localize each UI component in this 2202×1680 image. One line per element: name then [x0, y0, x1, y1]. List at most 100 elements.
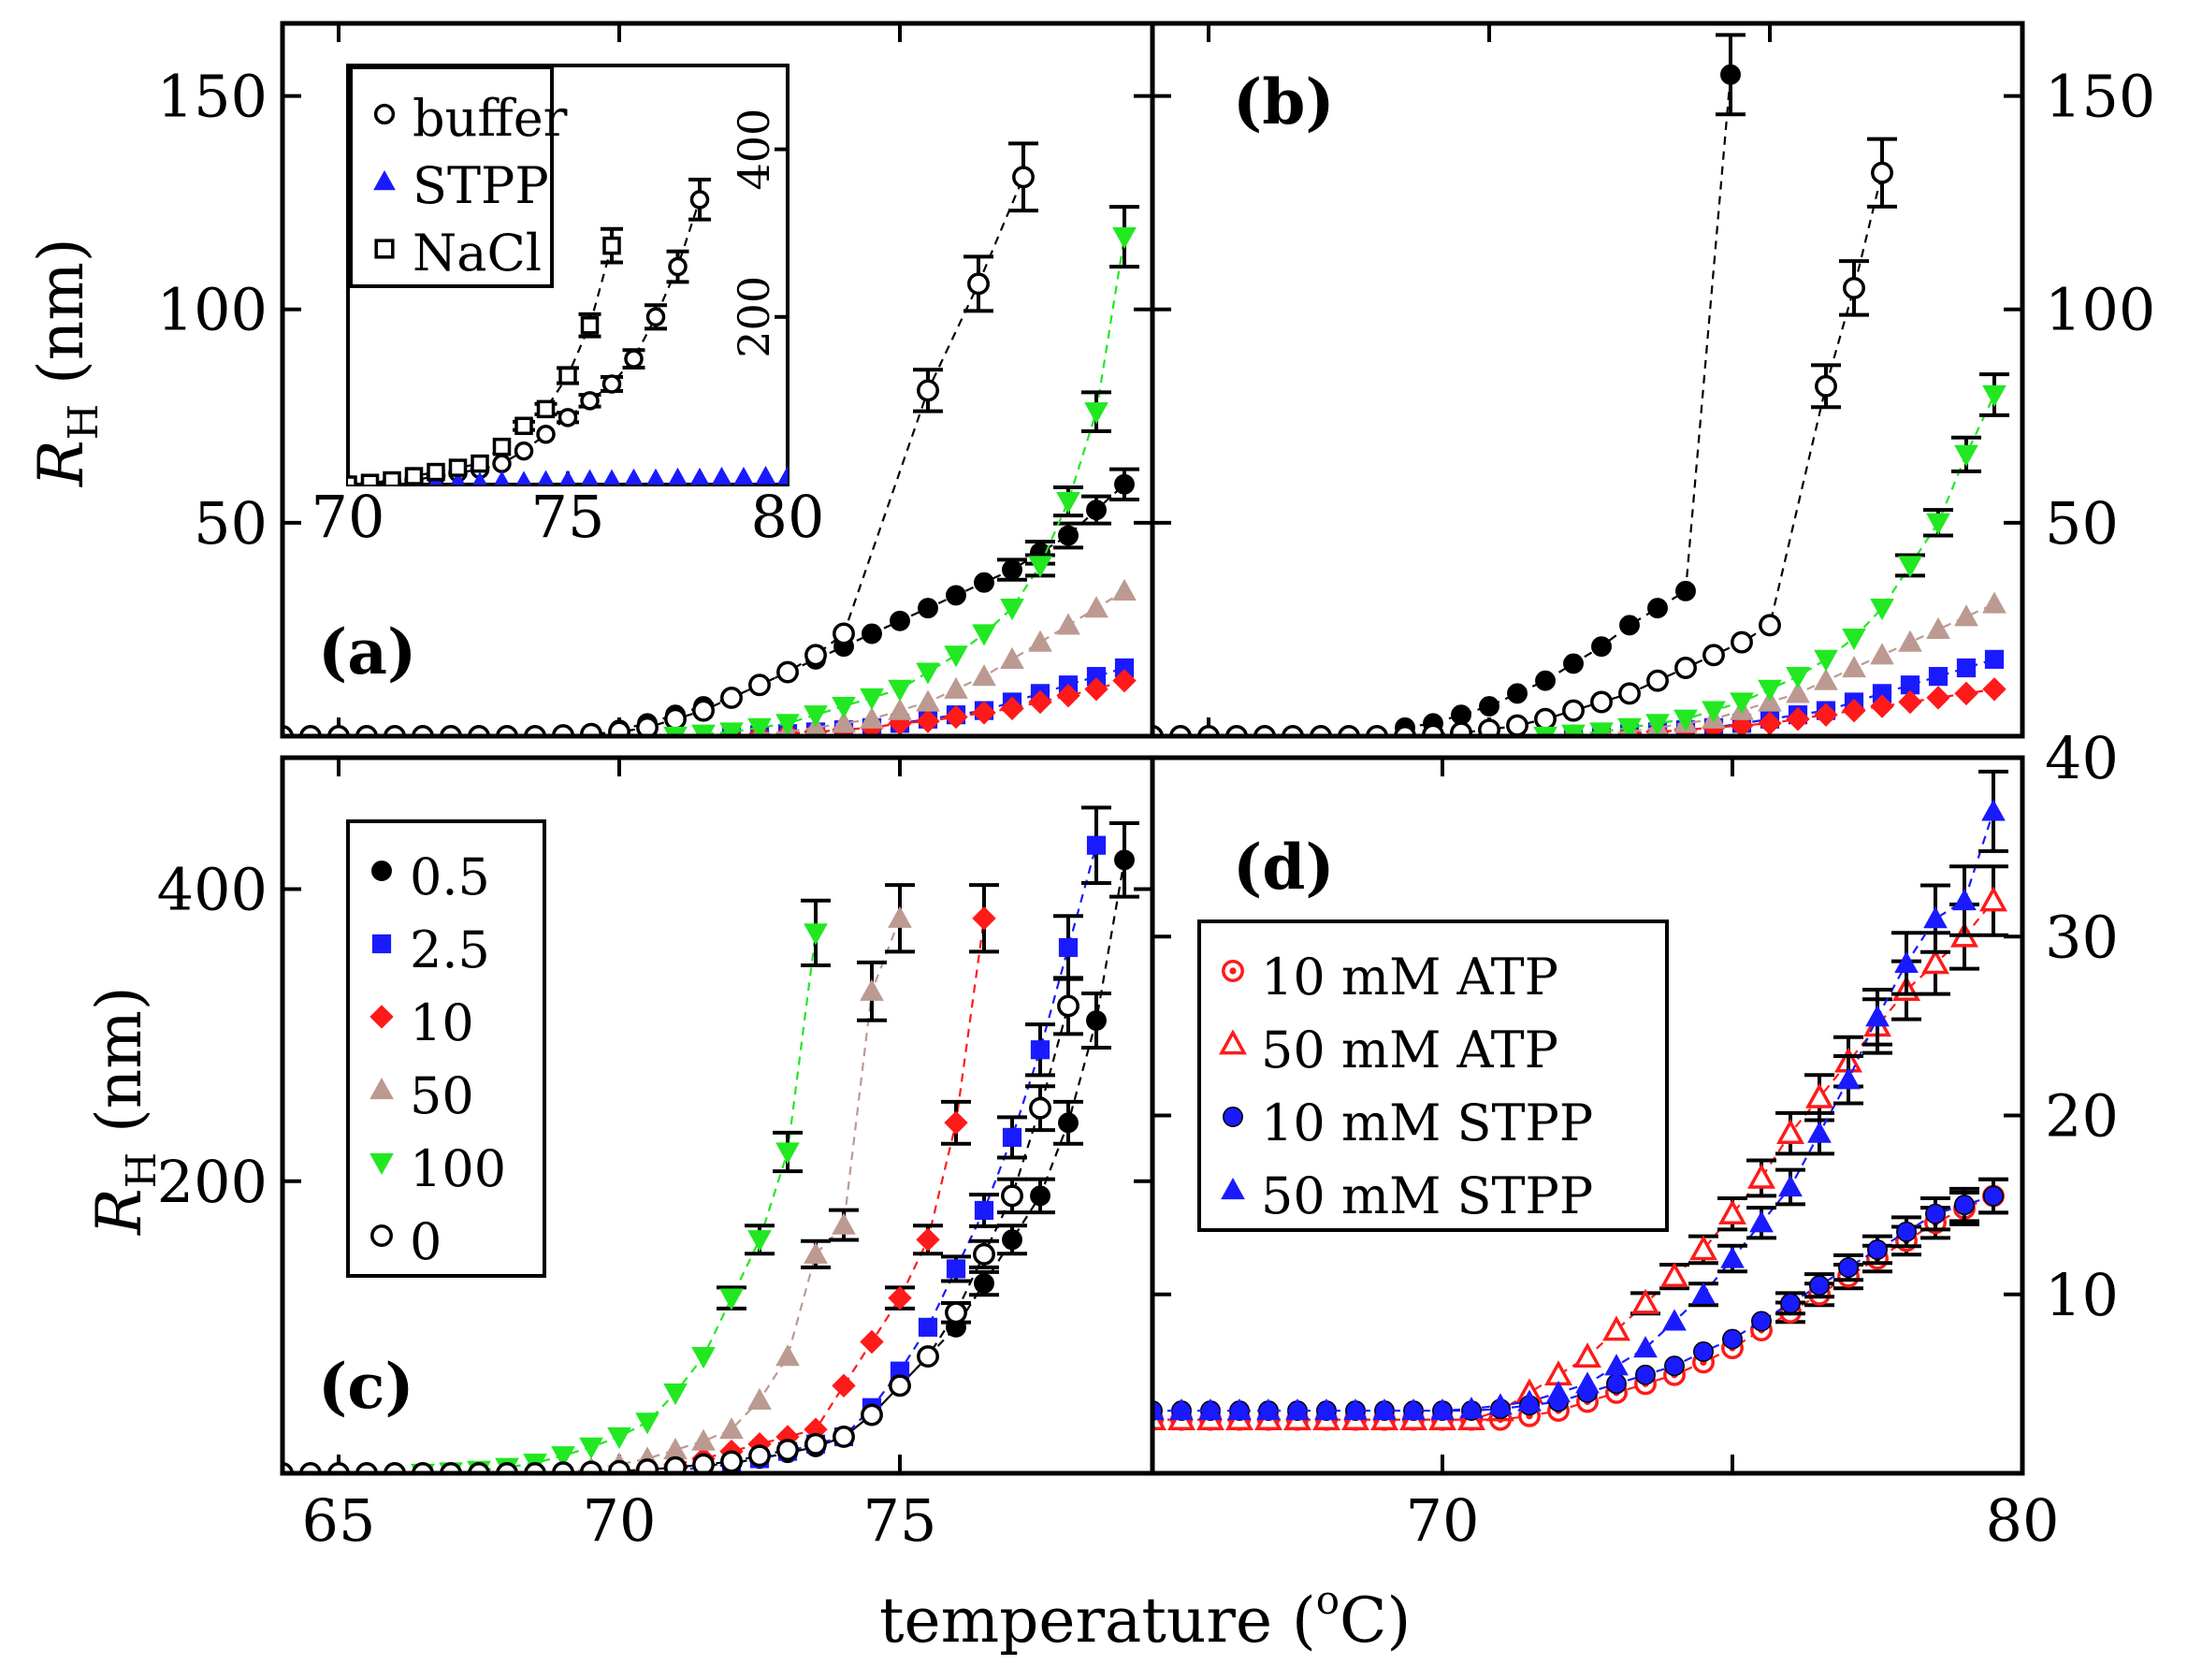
data-point [551, 1446, 575, 1469]
data-point [1198, 1398, 1223, 1421]
data-point [1749, 1210, 1774, 1233]
data-point [1372, 1398, 1397, 1421]
data-point [804, 923, 828, 946]
data-point [1478, 718, 1500, 736]
data-point [1660, 1262, 1688, 1287]
inset-data-point [689, 467, 710, 485]
legend-label: 2.5 [410, 920, 490, 979]
data-point [889, 1374, 911, 1398]
data-point [832, 1373, 856, 1398]
inset-data-point [668, 467, 688, 485]
data-point [888, 905, 912, 928]
data-point [1430, 1398, 1455, 1421]
data-point [944, 676, 968, 699]
data-point [804, 644, 827, 667]
fit-curve [618, 860, 1126, 1473]
legend-marker [373, 103, 396, 125]
plot-area [282, 141, 1139, 736]
data-point [1780, 1293, 1801, 1314]
data-point [1479, 696, 1499, 717]
y-tick-label: 150 [2045, 63, 2155, 131]
data-point [1450, 721, 1472, 736]
data-point [1617, 717, 1642, 736]
data-point [1954, 681, 1978, 706]
legend-label: buffer [413, 89, 568, 148]
data-point [636, 1458, 659, 1473]
data-point [918, 1317, 938, 1337]
data-point [691, 1428, 716, 1451]
data-point [1227, 1398, 1252, 1421]
inset-data-point [537, 470, 555, 485]
data-point [832, 1212, 856, 1235]
data-point [1982, 384, 2006, 407]
legend-marker [1223, 1107, 1243, 1127]
legend-label: 10 mM ATP [1261, 948, 1558, 1007]
axis-ticks: 50 100 150 [1152, 23, 2155, 736]
data-point [1535, 670, 1556, 691]
data-point [1870, 599, 1894, 621]
inset-data-point [515, 471, 532, 485]
data-point [833, 1426, 855, 1448]
x-tick-label: 70 [1406, 1486, 1480, 1555]
inset-data-point [559, 470, 576, 485]
data-point [608, 720, 630, 736]
data-point [1865, 1005, 1890, 1027]
legend-label: 50 mM ATP [1261, 1021, 1558, 1079]
data-point [1776, 1119, 1804, 1144]
data-point [1028, 689, 1052, 715]
data-point [748, 1444, 771, 1468]
data-point [1747, 1163, 1775, 1189]
panel-c: 65 70 75 200 400 [157, 758, 1152, 1555]
panel-c-label: (c) [318, 1350, 414, 1423]
inset-data-point [514, 416, 533, 436]
inset-data-point [536, 399, 556, 419]
data-point [748, 673, 771, 697]
data-point [1590, 690, 1613, 714]
data-point [1786, 667, 1810, 689]
data-point [1814, 649, 1838, 672]
panel-d-label: (d) [1233, 831, 1335, 904]
panel-b-frame [1150, 21, 2025, 739]
legend-marker [374, 239, 395, 259]
data-point [775, 1142, 800, 1165]
inset-x-tick-label: 70 [311, 483, 385, 551]
y-axis-label-top-subscript: H [60, 404, 108, 440]
data-point [747, 1230, 772, 1253]
data-point [1002, 1127, 1022, 1148]
data-point [804, 1241, 828, 1264]
data-point [524, 1462, 546, 1473]
inset-data-point [558, 408, 578, 427]
data-point [804, 705, 828, 728]
data-point [918, 598, 938, 619]
data-point [1921, 949, 1949, 975]
inset-data-point [383, 471, 401, 485]
data-point [1534, 707, 1557, 731]
axis-ticks: 50 100 150 [157, 23, 1152, 736]
data-point [1691, 1282, 1716, 1304]
legend-marker [373, 169, 396, 191]
data-point [692, 1453, 715, 1473]
y-tick-label: 200 [157, 1148, 268, 1216]
legend-label: 0 [410, 1212, 442, 1271]
data-point [1842, 698, 1866, 723]
data-point [1871, 161, 1893, 184]
data-point [1635, 1364, 1656, 1385]
data-point [1807, 1121, 1832, 1143]
data-point [860, 688, 884, 710]
fit-curve [674, 845, 1098, 1471]
data-point [663, 1437, 688, 1460]
data-point [1702, 701, 1726, 723]
x-axis-label-text: temperature ( [879, 1585, 1316, 1657]
data-point [944, 645, 968, 668]
data-point [720, 1450, 743, 1473]
data-point [1954, 444, 1978, 467]
data-point [861, 1403, 883, 1427]
data-point [1112, 668, 1137, 693]
data-point [776, 1439, 799, 1461]
data-point [974, 572, 994, 593]
data-point [1056, 683, 1080, 708]
data-point [1256, 1398, 1281, 1421]
data-point [1894, 950, 1919, 974]
data-point [1814, 668, 1838, 690]
panel-b-label: (b) [1233, 65, 1335, 138]
